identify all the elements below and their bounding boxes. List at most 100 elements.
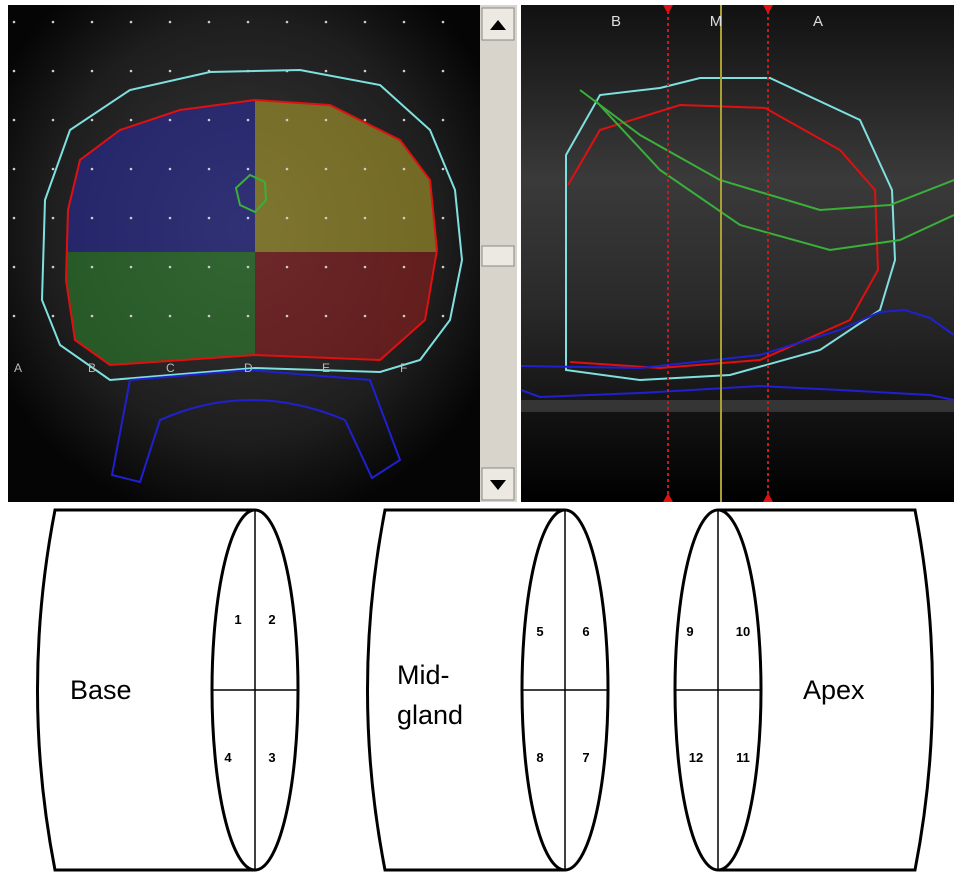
grid-dot [286,315,289,318]
axis-label: M [710,13,723,30]
grid-dot [442,315,445,318]
grid-dot [442,266,445,269]
grid-dot [91,266,94,269]
grid-dot [130,315,133,318]
grid-dot [325,119,328,122]
grid-dot [403,315,406,318]
zone-number: 5 [536,624,543,639]
grid-dot [364,70,367,73]
transverse-ultrasound: A B C D E F [8,5,480,502]
grid-dot [442,70,445,73]
grid-dot [364,217,367,220]
zone-number: 6 [582,624,589,639]
axis-label: D [244,361,253,375]
axis-label: F [400,361,407,375]
grid-dot [286,217,289,220]
grid-dot [325,70,328,73]
grid-dot [130,266,133,269]
segment-label: Base [70,675,132,705]
grid-dot [286,168,289,171]
grid-dot [325,168,328,171]
sagittal-ultrasound: B M A [521,5,954,502]
base-cylinder: Base 1 2 4 3 [38,510,299,870]
grid-dot [130,119,133,122]
grid-dot [403,266,406,269]
grid-dot [130,217,133,220]
grid-dot [247,168,250,171]
grid-dot [91,119,94,122]
grid-dot [208,266,211,269]
grid-dot [52,315,55,318]
grid-dot [13,266,16,269]
segment-label: gland [397,700,463,730]
apex-cylinder: Apex 9 10 12 11 [675,510,933,870]
grid-dot [52,168,55,171]
zone-number: 3 [268,750,275,765]
zone-number: 4 [224,750,232,765]
grid-dot [52,266,55,269]
scrollbar[interactable] [480,5,517,502]
zone-number: 7 [582,750,589,765]
grid-dot [403,217,406,220]
grid-dot [91,217,94,220]
axis-label: E [322,361,330,375]
figure: A B C D E F B M A Base 1 [0,0,954,875]
grid-dot [247,266,250,269]
grid-dot [364,266,367,269]
grid-dot [286,266,289,269]
scroll-thumb[interactable] [482,246,514,266]
axis-label: B [88,361,96,375]
grid-dot [13,315,16,318]
grid-dot [325,315,328,318]
grid-dot [169,119,172,122]
segment-label: Mid- [397,660,450,690]
grid-dot [169,266,172,269]
grid-dot [442,21,445,24]
grid-dot [169,315,172,318]
grid-dot [364,315,367,318]
grid-dot [130,168,133,171]
quadrants [60,95,445,372]
grid-dot [52,217,55,220]
grid-dot [130,21,133,24]
grid-dot [403,168,406,171]
grid-dot [52,70,55,73]
grid-dot [247,315,250,318]
midgland-cylinder: Mid- gland 5 6 8 7 [368,510,609,870]
axis-label: A [14,361,22,375]
grid-dot [13,119,16,122]
axis-label: C [166,361,175,375]
grid-dot [169,168,172,171]
zone-number: 2 [268,612,275,627]
grid-dot [247,119,250,122]
grid-dot [91,315,94,318]
grid-dot [91,168,94,171]
axis-label: B [611,13,621,30]
grid-dot [403,70,406,73]
grid-dot [325,21,328,24]
zone-number: 11 [736,750,750,765]
grid-dot [91,21,94,24]
grid-dot [403,119,406,122]
grid-dot [169,21,172,24]
grid-dot [13,70,16,73]
grid-dot [52,21,55,24]
grid-dot [169,217,172,220]
grid-dot [13,21,16,24]
grid-dot [208,315,211,318]
grid-dot [442,168,445,171]
grid-dot [286,21,289,24]
grid-dot [364,168,367,171]
grid-dot [442,217,445,220]
grid-dot [403,21,406,24]
grid-dot [208,168,211,171]
grid-dot [364,119,367,122]
grid-dot [91,70,94,73]
ultrasound-background [521,5,954,502]
grid-dot [247,21,250,24]
zone-number: 9 [686,624,693,639]
grid-dot [208,217,211,220]
axis-label: A [813,13,823,30]
grid-dot [13,168,16,171]
grid-dot [169,70,172,73]
